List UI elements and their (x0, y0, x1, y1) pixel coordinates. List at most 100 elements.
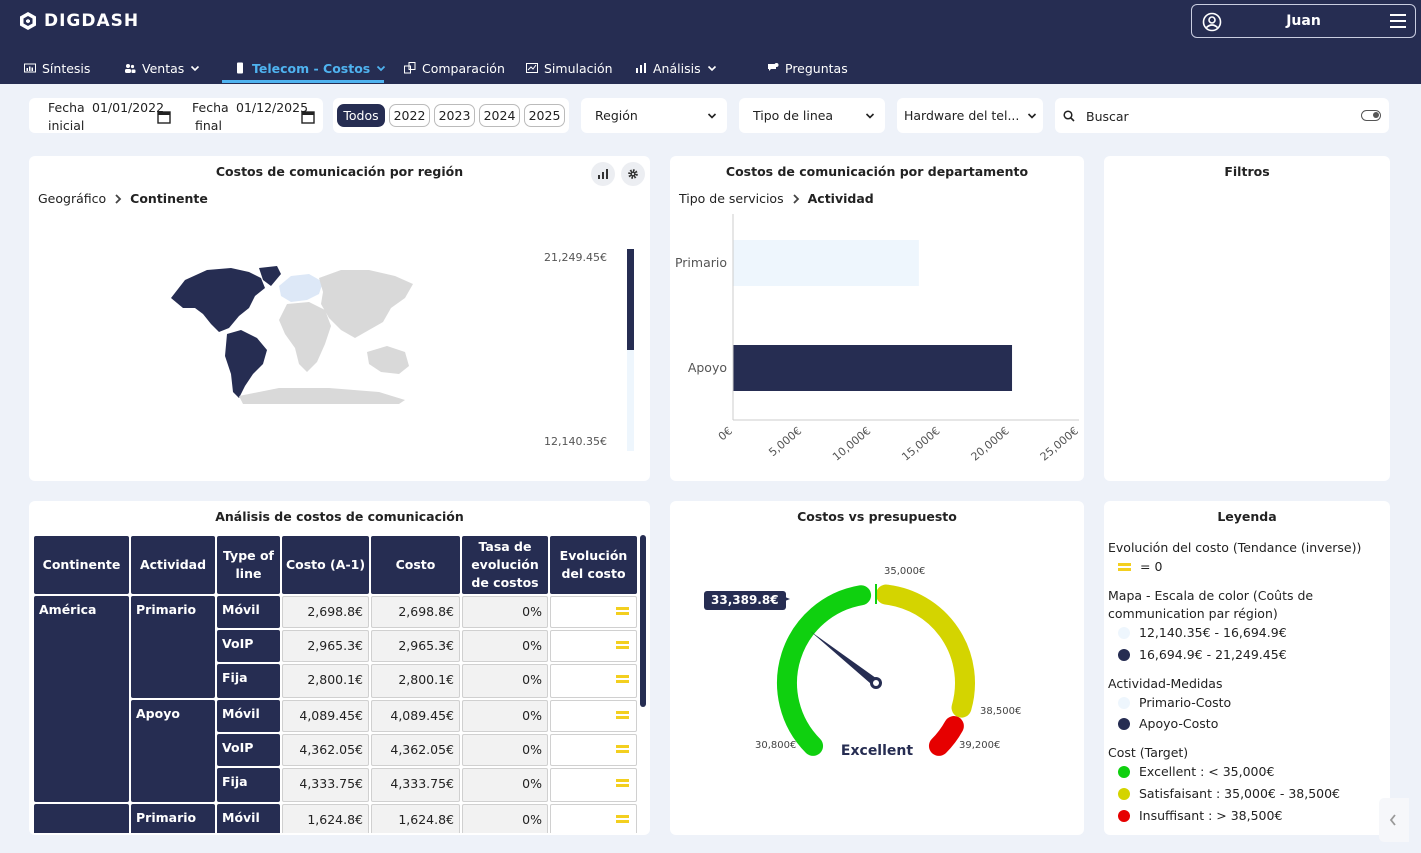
legend-item: Insuffisant : > 38,500€ (1118, 807, 1282, 825)
map-oceania[interactable] (367, 346, 409, 374)
nav-tab-comparacion[interactable]: Comparación (382, 52, 505, 84)
cell-actividad[interactable]: Primario (131, 804, 215, 833)
year-button-2025[interactable]: 2025 (524, 104, 565, 127)
cell-costo-a1: 2,965.3€ (282, 630, 369, 662)
hamburger-menu-icon[interactable] (1390, 14, 1406, 28)
legend-swatch (1118, 627, 1130, 639)
equal-trend-icon (616, 607, 629, 616)
year-button-todos[interactable]: Todos (337, 104, 385, 127)
nav-tab-sintesis[interactable]: Síntesis (0, 52, 112, 84)
cell-actividad[interactable]: Apoyo (131, 700, 215, 802)
col-header-costo[interactable]: Costo (371, 536, 460, 594)
line-type-dropdown[interactable]: Tipo de linea (739, 98, 885, 133)
cell-evolucion (550, 664, 637, 698)
cell-type-of-line[interactable]: Fija (217, 768, 280, 802)
start-date-input[interactable]: 01/01/2022 (92, 100, 165, 115)
gauge-arc-insuffisant (928, 716, 964, 756)
collapse-panel-tab[interactable] (1379, 798, 1409, 842)
map-south-america[interactable] (225, 330, 267, 398)
search-box[interactable]: Buscar (1055, 98, 1389, 133)
calendar-icon[interactable] (157, 110, 171, 124)
map-africa[interactable] (279, 302, 331, 372)
x-tick-label: 15,000€ (899, 424, 942, 463)
user-menu[interactable]: Juan (1191, 4, 1416, 38)
nav-tab-analisis[interactable]: Análisis (613, 52, 730, 84)
main-nav: Síntesis Ventas Telecom - Costos Compara… (0, 52, 848, 84)
cell-evolucion (550, 596, 637, 628)
cell-costo: 4,362.05€ (371, 734, 460, 766)
x-tick-label: 20,000€ (969, 424, 1012, 463)
category-label: Apoyo (688, 360, 727, 375)
cell-type-of-line[interactable]: Fija (217, 664, 280, 698)
date-range-filter: Fecha inicial 01/01/2022 Fecha final 01/… (29, 98, 323, 133)
top-bar: DIGDASH Juan Síntesis Ventas Telecom - C… (0, 0, 1421, 84)
world-map[interactable] (169, 264, 419, 404)
col-header-evolucion-costo[interactable]: Evolución del costo (550, 536, 637, 594)
legend-group-title: Mapa - Escala de color (Coûts de (1108, 588, 1314, 603)
settings-button[interactable] (621, 162, 645, 186)
gauge-needle (810, 631, 879, 687)
map-north-america[interactable] (171, 268, 265, 332)
cell-tasa: 0% (462, 734, 548, 766)
legend-group-title: Actividad-Medidas (1108, 676, 1223, 691)
map-greenland[interactable] (259, 266, 281, 286)
map-antarctica[interactable] (239, 388, 405, 404)
col-header-actividad[interactable]: Actividad (131, 536, 215, 594)
hardware-dropdown[interactable]: Hardware del tel... (897, 98, 1043, 133)
cell-type-of-line[interactable]: VoIP (217, 734, 280, 766)
calendar-icon[interactable] (301, 110, 315, 124)
cell-continente[interactable] (34, 804, 129, 833)
cell-type-of-line[interactable]: Móvil (217, 804, 280, 833)
budget-gauge (777, 584, 975, 756)
search-icon (1063, 110, 1075, 122)
nav-tab-simulacion[interactable]: Simulación (504, 52, 613, 84)
cell-tasa: 0% (462, 804, 548, 833)
nav-tab-telecom-costos[interactable]: Telecom - Costos (220, 52, 386, 84)
bar-apoyo[interactable] (733, 345, 1013, 391)
cell-continente[interactable]: América (34, 596, 129, 802)
x-tick-label: 0€ (716, 424, 735, 443)
year-button-2023[interactable]: 2023 (434, 104, 475, 127)
col-header-costo-a1[interactable]: Costo (A-1) (282, 536, 369, 594)
legend-item-label: Excellent : < 35,000€ (1139, 764, 1275, 779)
end-date-label: Fecha final (192, 99, 229, 135)
cell-actividad[interactable]: Primario (131, 596, 215, 698)
year-button-2022[interactable]: 2022 (389, 104, 430, 127)
cell-type-of-line[interactable]: VoIP (217, 630, 280, 662)
legend-item-label: Primario-Costo (1139, 695, 1232, 710)
table-scrollbar[interactable] (640, 535, 646, 707)
map-asia[interactable] (319, 270, 413, 338)
breadcrumb-parent[interactable]: Tipo de servicios (679, 191, 784, 206)
digdash-logo[interactable]: DIGDASH (18, 10, 139, 32)
col-header-continente[interactable]: Continente (34, 536, 129, 594)
chevron-right-icon (792, 193, 799, 204)
nav-tab-preguntas[interactable]: Preguntas (730, 52, 848, 84)
col-header-tasa-evolucion[interactable]: Tasa de evolución de costos (462, 536, 548, 594)
cell-costo-a1: 2,698.8€ (282, 596, 369, 628)
nav-label: Simulación (544, 60, 613, 76)
chart-type-button[interactable] (591, 162, 615, 186)
bar-primario[interactable] (733, 240, 919, 286)
cell-evolucion (550, 734, 637, 766)
year-button-2024[interactable]: 2024 (479, 104, 520, 127)
cell-costo-a1: 4,362.05€ (282, 734, 369, 766)
breadcrumb-parent[interactable]: Geográfico (38, 191, 107, 206)
col-header-type-of-line[interactable]: Type of line (217, 536, 280, 594)
nav-tab-ventas[interactable]: Ventas (112, 52, 220, 84)
gauge-panel-title: Costos vs presupuesto (797, 509, 957, 524)
chevron-down-icon (377, 65, 386, 72)
cell-type-of-line[interactable]: Móvil (217, 700, 280, 732)
legend-group-title: Cost (Target) (1108, 745, 1189, 760)
cell-type-of-line[interactable]: Móvil (217, 596, 280, 628)
department-chart-panel: Costos de comunicación por departamento … (670, 156, 1084, 481)
legend-swatch (1118, 810, 1130, 822)
region-dropdown[interactable]: Región (581, 98, 727, 133)
user-avatar-icon (1202, 12, 1222, 32)
cell-tasa: 0% (462, 700, 548, 732)
map-europe[interactable] (279, 274, 323, 302)
search-toggle[interactable] (1361, 110, 1381, 121)
legend-item-label: = 0 (1140, 559, 1163, 574)
gauge-junction-1 (875, 584, 877, 604)
end-date-input[interactable]: 01/12/2025 (236, 100, 309, 115)
search-input[interactable]: Buscar (1086, 109, 1129, 124)
